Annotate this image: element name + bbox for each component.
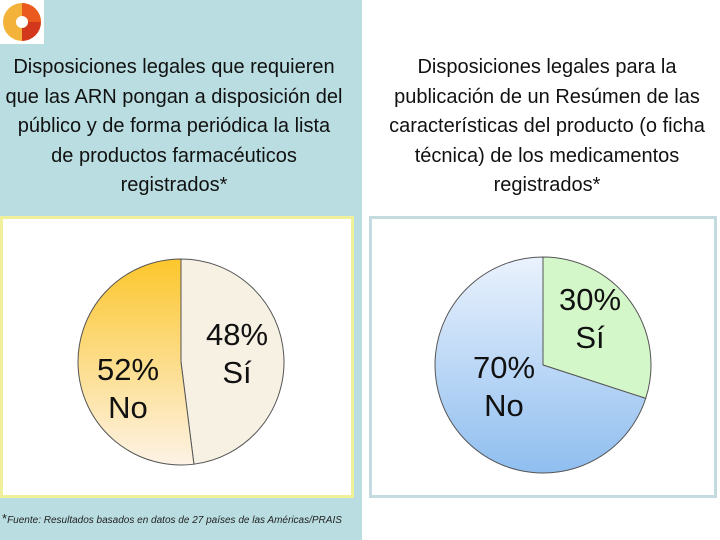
footnote: *Fuente: Resultados basados en datos de … bbox=[2, 512, 342, 528]
right-chart-title: Disposiciones legales para la publicació… bbox=[389, 56, 705, 196]
left-pie-category-label-1: No bbox=[108, 390, 148, 425]
right-pie-category-label-1: No bbox=[484, 388, 524, 423]
right-pie-percent-label-1: 70% bbox=[473, 350, 535, 385]
left-chart-title: Disposiciones legales que requieren que … bbox=[5, 56, 343, 196]
right-pie-slice-no-1 bbox=[434, 256, 647, 474]
right-pie-category-label-0: Sí bbox=[575, 320, 605, 355]
left-pie-slice-s-0 bbox=[180, 258, 285, 465]
footnote-star: * bbox=[2, 511, 8, 526]
logo-icon bbox=[0, 0, 44, 44]
left-pie-percent-label-0: 48% bbox=[206, 317, 268, 352]
left-pie-slice-no-1 bbox=[77, 258, 195, 466]
right-pie-percent-label-0: 30% bbox=[559, 282, 621, 317]
panel-divider bbox=[362, 0, 365, 540]
footnote-text: Fuente: Resultados basados en datos de 2… bbox=[7, 515, 342, 526]
right-pie-slice-s-0 bbox=[542, 256, 652, 400]
left-pie-percent-label-1: 52% bbox=[97, 352, 159, 387]
left-pie-category-label-0: Sí bbox=[222, 355, 252, 390]
